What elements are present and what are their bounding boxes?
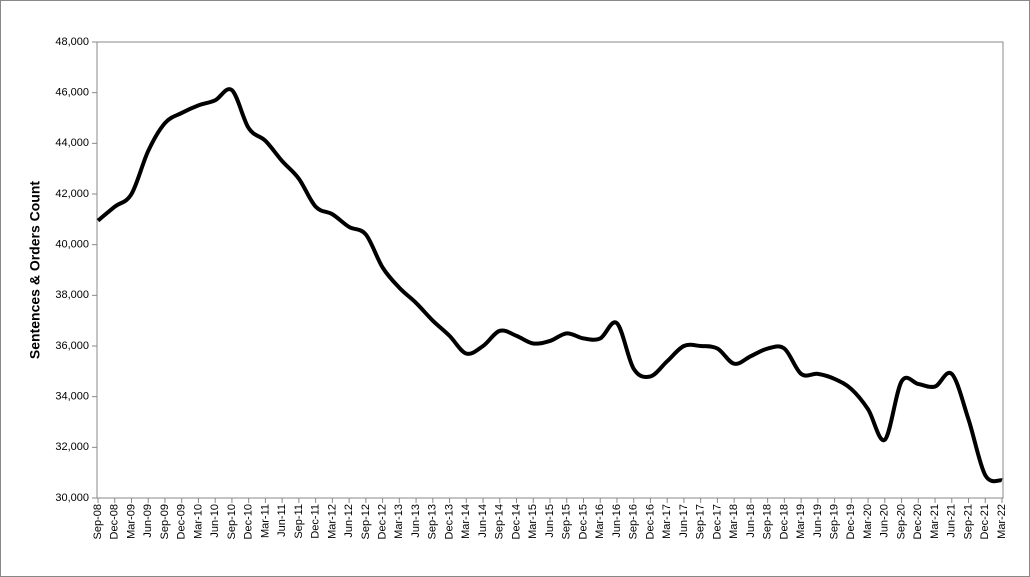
x-tick-label: Mar-20	[862, 504, 874, 539]
x-tick-label: Dec-17	[711, 504, 723, 539]
x-tick-label: Mar-13	[393, 504, 405, 539]
x-tick-label: Dec-10	[243, 504, 255, 539]
x-tick-label: Jun-17	[678, 504, 690, 538]
y-tick-label: 46,000	[55, 87, 89, 99]
x-tick-label: Jun-16	[611, 504, 623, 538]
x-tick-label: Sep-17	[695, 504, 707, 539]
x-tick-label: Mar-17	[661, 504, 673, 539]
y-tick-label: 32,000	[55, 441, 89, 453]
x-tick-label: Mar-19	[795, 504, 807, 539]
y-tick-label: 30,000	[55, 492, 89, 504]
x-tick-label: Dec-14	[510, 504, 522, 539]
x-tick-label: Dec-18	[778, 504, 790, 539]
x-tick-label: Sep-21	[962, 504, 974, 539]
x-tick-label: Dec-12	[376, 504, 388, 539]
x-tick-label: Dec-20	[912, 504, 924, 539]
line	[96, 87, 1003, 484]
x-tick-label: Jun-20	[879, 504, 891, 538]
x-tick-label: Sep-11	[293, 504, 305, 539]
y-tick-label: 34,000	[55, 391, 89, 403]
x-tick-label: Mar-11	[259, 504, 271, 538]
x-tick-label: Jun-10	[209, 504, 221, 538]
x-tick-label: Sep-10	[226, 504, 238, 539]
x-tick-label: Sep-18	[762, 504, 774, 539]
y-tick-label: 40,000	[55, 239, 89, 251]
x-tick-label: Sep-20	[895, 504, 907, 539]
x-tick-label: Sep-14	[494, 504, 506, 539]
x-tick-label: Mar-18	[728, 504, 740, 539]
y-tick-label: 48,000	[55, 36, 89, 48]
x-tick-label: Dec-16	[644, 504, 656, 539]
x-tick-label: Sep-16	[628, 504, 640, 539]
x-tick-label: Dec-09	[176, 504, 188, 539]
x-tick-label: Mar-21	[929, 504, 941, 539]
x-tick-label: Dec-11	[310, 504, 322, 539]
x-tick-label: Dec-13	[443, 504, 455, 539]
x-tick-label: Sep-15	[561, 504, 573, 539]
x-tick-label: Sep-12	[360, 504, 372, 539]
y-tick-label: 42,000	[55, 188, 89, 200]
y-tick-label: 36,000	[55, 340, 89, 352]
x-tick-label: Mar-14	[460, 504, 472, 539]
y-tick-label: 44,000	[55, 137, 89, 149]
x-tick-label: Mar-16	[594, 504, 606, 539]
x-tick-label: Sep-19	[828, 504, 840, 539]
x-tick-label: Mar-12	[326, 504, 338, 539]
x-tick-label: Sep-09	[159, 504, 171, 539]
x-tick-label: Dec-21	[979, 504, 991, 539]
x-tick-label: Jun-19	[812, 504, 824, 538]
x-tick-label: Mar-09	[125, 504, 137, 539]
x-tick-label: Dec-19	[845, 504, 857, 539]
x-tick-label: Jun-15	[544, 504, 556, 538]
x-tick-label: Sep-13	[427, 504, 439, 539]
x-tick-label: Jun-21	[946, 504, 958, 538]
x-tick-label: Jun-13	[410, 504, 422, 538]
x-tick-label: Jun-11	[276, 504, 288, 537]
x-tick-label: Jun-14	[477, 504, 489, 538]
x-tick-label: Jun-18	[745, 504, 757, 538]
x-tick-label: Mar-22	[996, 504, 1008, 539]
x-tick-label: Sep-08	[92, 504, 104, 539]
x-tick-label: Jun-09	[142, 504, 154, 538]
x-tick-label: Mar-15	[527, 504, 539, 539]
x-tick-label: Dec-15	[577, 504, 589, 539]
x-tick-label: Jun-12	[343, 504, 355, 538]
x-tick-label: Dec-08	[109, 504, 121, 539]
y-axis-label: Sentences & Orders Count	[27, 181, 43, 359]
y-tick-label: 38,000	[55, 289, 89, 301]
x-tick-label: Mar-10	[192, 504, 204, 539]
